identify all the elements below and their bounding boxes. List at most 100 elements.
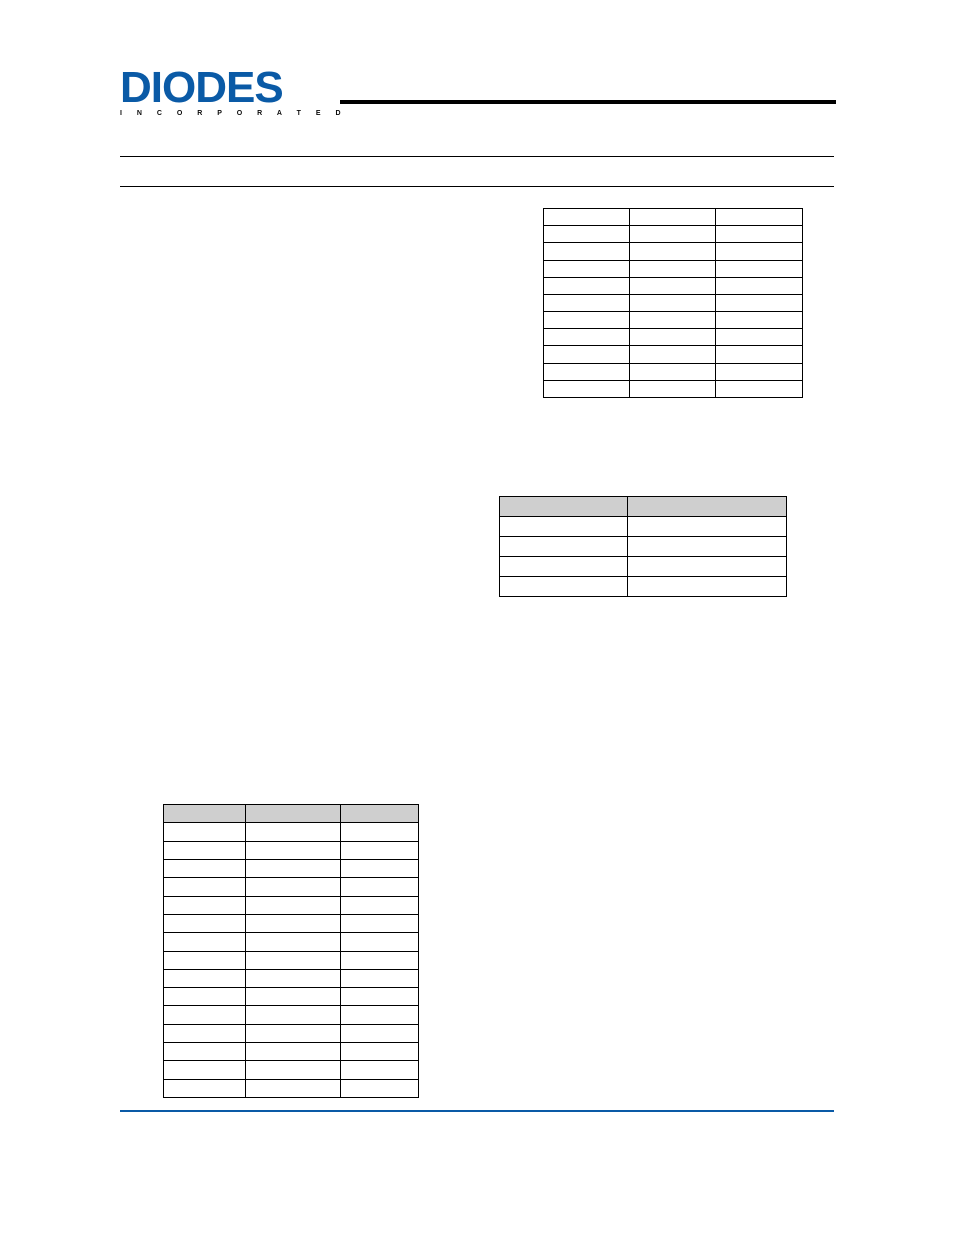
table-cell	[341, 914, 419, 932]
table-cell	[544, 294, 630, 311]
table-cell	[629, 294, 716, 311]
table-cell	[629, 209, 716, 226]
table-cell	[716, 363, 803, 380]
table-cell	[341, 1079, 419, 1097]
table-cell	[341, 878, 419, 896]
table-cell	[164, 823, 246, 841]
table-cell	[544, 277, 630, 294]
table-cell	[627, 537, 786, 557]
table-cell	[341, 933, 419, 951]
table-cell	[164, 914, 246, 932]
table-cell	[627, 577, 786, 597]
table-cell	[716, 329, 803, 346]
table-cell	[341, 951, 419, 969]
table-cell	[245, 1061, 341, 1079]
table-cell	[245, 896, 341, 914]
table-cell	[544, 226, 630, 243]
header-rule	[340, 100, 836, 104]
table-cell	[629, 329, 716, 346]
footer-rule	[120, 1110, 834, 1112]
table-cell	[629, 346, 716, 363]
table-cell	[629, 243, 716, 260]
table-cell	[500, 577, 628, 597]
table-cell	[245, 969, 341, 987]
table-cell	[164, 1079, 246, 1097]
table-cell	[245, 823, 341, 841]
table-cell	[716, 226, 803, 243]
table-cell	[716, 346, 803, 363]
table-cell	[164, 933, 246, 951]
table-cell	[544, 346, 630, 363]
table-cell	[716, 243, 803, 260]
table-cell	[716, 209, 803, 226]
table-cell	[164, 988, 246, 1006]
table-cell	[716, 312, 803, 329]
table-cell	[245, 1024, 341, 1042]
table-cell	[341, 896, 419, 914]
table-cell	[629, 226, 716, 243]
table-cell	[716, 380, 803, 397]
table-cell	[544, 380, 630, 397]
table-cell	[164, 1006, 246, 1024]
table-cell	[544, 363, 630, 380]
table-cell	[164, 1061, 246, 1079]
table-cell	[500, 537, 628, 557]
page: DIODES I N C O R P O R A T E D	[0, 0, 954, 1235]
table-cell	[629, 363, 716, 380]
table-cell	[544, 209, 630, 226]
table-mid-right	[499, 496, 787, 597]
table-cell	[245, 1043, 341, 1061]
table-cell	[500, 557, 628, 577]
table-bottom-left	[163, 804, 419, 1098]
table-cell	[245, 933, 341, 951]
table-cell	[164, 1024, 246, 1042]
table-cell	[629, 277, 716, 294]
table-cell	[164, 896, 246, 914]
table-cell	[245, 951, 341, 969]
table-cell	[341, 1061, 419, 1079]
table-cell	[627, 557, 786, 577]
table-cell	[245, 841, 341, 859]
table-cell	[341, 969, 419, 987]
brand-name: DIODES	[120, 68, 347, 108]
table-cell	[544, 329, 630, 346]
table-header-cell	[341, 805, 419, 823]
table-top-right	[543, 208, 803, 398]
table-cell	[164, 878, 246, 896]
table-header-cell	[164, 805, 246, 823]
brand-tagline: I N C O R P O R A T E D	[120, 110, 347, 117]
table-cell	[544, 312, 630, 329]
table-cell	[164, 951, 246, 969]
table-header-cell	[245, 805, 341, 823]
table-cell	[341, 1043, 419, 1061]
table-cell	[627, 517, 786, 537]
table-cell	[716, 294, 803, 311]
table-cell	[544, 243, 630, 260]
table-cell	[341, 859, 419, 877]
table-cell	[716, 260, 803, 277]
table-cell	[629, 260, 716, 277]
table-cell	[341, 988, 419, 1006]
table-cell	[500, 517, 628, 537]
table-cell	[341, 841, 419, 859]
table-cell	[245, 914, 341, 932]
table-cell	[164, 841, 246, 859]
table-cell	[629, 312, 716, 329]
table-cell	[245, 859, 341, 877]
table-cell	[341, 1006, 419, 1024]
table-cell	[164, 969, 246, 987]
table-cell	[245, 988, 341, 1006]
brand-logo: DIODES I N C O R P O R A T E D	[120, 68, 347, 117]
divider-top-1	[120, 156, 834, 157]
table-cell	[164, 859, 246, 877]
table-cell	[341, 823, 419, 841]
header: DIODES I N C O R P O R A T E D	[120, 68, 840, 120]
table-cell	[629, 380, 716, 397]
table-cell	[245, 1079, 341, 1097]
table-cell	[245, 878, 341, 896]
table-cell	[544, 260, 630, 277]
table-header-cell	[627, 497, 786, 517]
table-cell	[341, 1024, 419, 1042]
table-header-cell	[500, 497, 628, 517]
table-cell	[164, 1043, 246, 1061]
